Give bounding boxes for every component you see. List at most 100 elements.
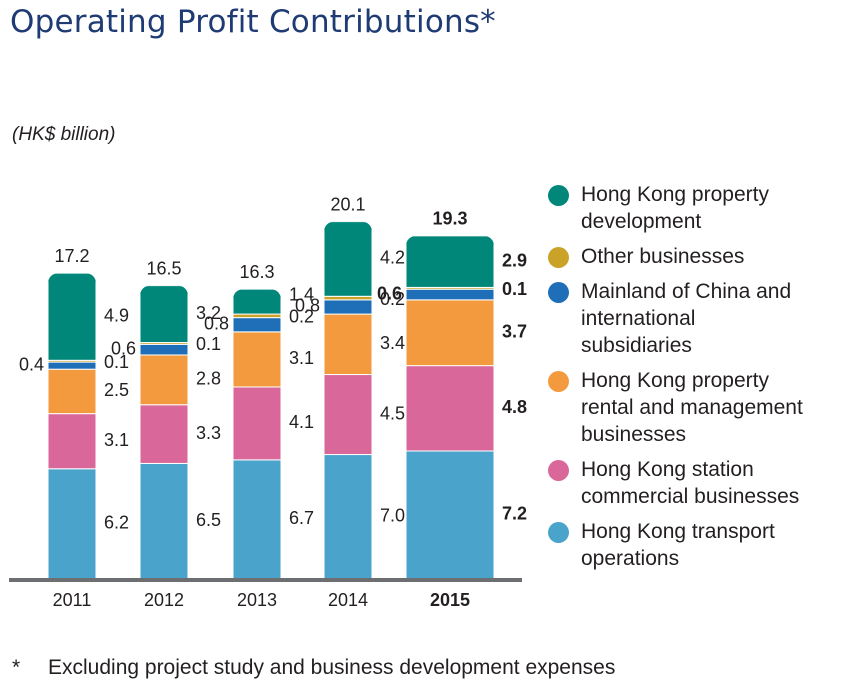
- label-hk_station-2015: 4.8: [502, 397, 527, 417]
- label-hk_station-2012: 3.3: [196, 423, 221, 443]
- legend-label-other: Other businesses: [581, 245, 745, 268]
- legend-item-hk_station: Hong Kong station commercial businesses: [548, 456, 848, 510]
- bar-segment-hk_station-2011: [48, 413, 96, 470]
- x-tick-2012: 2012: [144, 590, 184, 610]
- label-hk_transport-2015: 7.2: [502, 504, 527, 524]
- x-tick-2015: 2015: [430, 590, 470, 610]
- legend-swatch-other: [548, 247, 569, 268]
- label-hk_property-2015: 2.9: [502, 250, 527, 270]
- x-tick-2013: 2013: [237, 590, 277, 610]
- label-hk_property-2012: 3.2: [196, 303, 221, 323]
- bar-segment-hk_transport-2011: [48, 468, 96, 580]
- label-total-2014: 20.1: [330, 194, 365, 214]
- bar-segment-hk_property-2014: [324, 221, 372, 297]
- bar-segment-hk_station-2014: [324, 374, 372, 456]
- bar-segment-other-2014: [324, 295, 372, 301]
- bar-segment-hk_rental-2013: [233, 331, 281, 388]
- chart-legend: Hong Kong property development Other busi…: [548, 181, 848, 580]
- legend-item-hk_rental: Hong Kong property rental and management…: [548, 367, 848, 448]
- label-hk_station-2011: 3.1: [104, 430, 129, 450]
- label-other-2014: 0.2: [380, 289, 405, 309]
- bar-segment-mainland-2015: [406, 288, 494, 301]
- label-mainland-2013: 0.8: [204, 313, 229, 333]
- bar-segment-hk_rental-2012: [140, 354, 188, 406]
- bar-stack-2014: [324, 221, 372, 580]
- label-hk_rental-2011: 2.5: [104, 380, 129, 400]
- x-tick-2011: 2011: [53, 590, 92, 610]
- footnote-marker: *: [12, 656, 21, 679]
- bar-stack-2012: [140, 285, 188, 580]
- bar-segment-hk_property-2015: [406, 235, 494, 288]
- label-hk_rental-2012: 2.8: [196, 369, 221, 389]
- x-tick-2014: 2014: [328, 590, 368, 610]
- label-mainland-2015: 0.6: [377, 283, 402, 303]
- bar-segment-hk_transport-2014: [324, 454, 372, 580]
- label-mainland-2012: 0.6: [111, 338, 136, 358]
- bar-segment-hk_rental-2014: [324, 313, 372, 376]
- label-hk_property-2013: 1.4: [289, 285, 314, 305]
- legend-label-hk_transport: Hong Kong transport operations: [581, 520, 775, 570]
- bar-stack-2011: [48, 273, 96, 580]
- bar-segment-hk_transport-2013: [233, 459, 281, 580]
- bar-segment-hk_station-2013: [233, 386, 281, 461]
- label-other-2011: 0.1: [104, 352, 129, 372]
- label-hk_rental-2013: 3.1: [289, 348, 314, 368]
- label-total-2011: 17.2: [54, 246, 89, 266]
- bar-group-2011: [48, 273, 96, 580]
- legend-item-other: Other businesses: [548, 243, 848, 270]
- label-hk_transport-2011: 6.2: [104, 513, 129, 533]
- label-total-2015: 19.3: [432, 209, 467, 229]
- label-mainland-2014: 0.8: [295, 296, 320, 316]
- legend-label-mainland: Mainland of China and international subs…: [581, 280, 792, 357]
- label-total-2012: 16.5: [146, 258, 181, 278]
- legend-swatch-hk_transport: [548, 522, 569, 543]
- bar-group-2014: [324, 221, 372, 580]
- label-hk_rental-2014: 3.4: [380, 333, 405, 353]
- label-other-2015: 0.1: [502, 279, 527, 299]
- label-hk_station-2014: 4.5: [380, 403, 405, 423]
- legend-swatch-mainland: [548, 282, 569, 303]
- bar-segment-hk_transport-2015: [406, 450, 494, 580]
- label-hk_transport-2013: 6.7: [289, 508, 314, 528]
- bar-segment-other-2013: [233, 313, 281, 319]
- bar-group-2012: [140, 285, 188, 580]
- bar-segment-hk_station-2015: [406, 365, 494, 452]
- legend-label-hk_station: Hong Kong station commercial businesses: [581, 458, 800, 508]
- bar-segment-mainland-2013: [233, 317, 281, 333]
- bar-segment-hk_rental-2015: [406, 299, 494, 367]
- label-hk_property-2011: 4.9: [104, 305, 129, 325]
- bar-stack-2015: [406, 235, 494, 580]
- bar-segment-hk_station-2012: [140, 404, 188, 464]
- bar-segment-hk_property-2011: [48, 273, 96, 361]
- legend-item-hk_transport: Hong Kong transport operations: [548, 518, 848, 572]
- bar-segment-mainland-2011: [48, 361, 96, 370]
- label-total-2013: 16.3: [239, 262, 274, 282]
- bar-segment-mainland-2014: [324, 299, 372, 315]
- chart-title: Operating Profit Contributions*: [10, 4, 496, 40]
- legend-item-hk_property: Hong Kong property development: [548, 181, 848, 235]
- label-hk_transport-2012: 6.5: [196, 510, 221, 530]
- footnote-text: Excluding project study and business dev…: [48, 656, 616, 679]
- legend-swatch-hk_rental: [548, 371, 569, 392]
- footnote: * Excluding project study and business de…: [12, 656, 615, 680]
- bar-segment-hk_rental-2011: [48, 368, 96, 415]
- bar-segment-hk_transport-2012: [140, 462, 188, 580]
- legend-swatch-hk_property: [548, 185, 569, 206]
- label-hk_transport-2014: 7.0: [380, 506, 405, 526]
- bar-group-2013: [233, 289, 281, 580]
- label-mainland-2011: 0.4: [19, 354, 44, 374]
- legend-item-mainland: Mainland of China and international subs…: [548, 278, 848, 359]
- unit-label: (HK$ billion): [12, 124, 116, 145]
- bar-segment-mainland-2012: [140, 343, 188, 356]
- label-other-2012: 0.1: [196, 334, 221, 354]
- label-other-2013: 0.2: [289, 307, 314, 327]
- label-hk_property-2014: 4.2: [380, 248, 405, 268]
- bar-group-2015: [406, 235, 494, 580]
- bar-segment-hk_property-2012: [140, 285, 188, 344]
- legend-swatch-hk_station: [548, 460, 569, 481]
- bar-stack-2013: [233, 289, 281, 580]
- label-hk_station-2013: 4.1: [289, 412, 314, 432]
- label-hk_rental-2015: 3.7: [502, 321, 527, 341]
- bar-segment-hk_property-2013: [233, 289, 281, 315]
